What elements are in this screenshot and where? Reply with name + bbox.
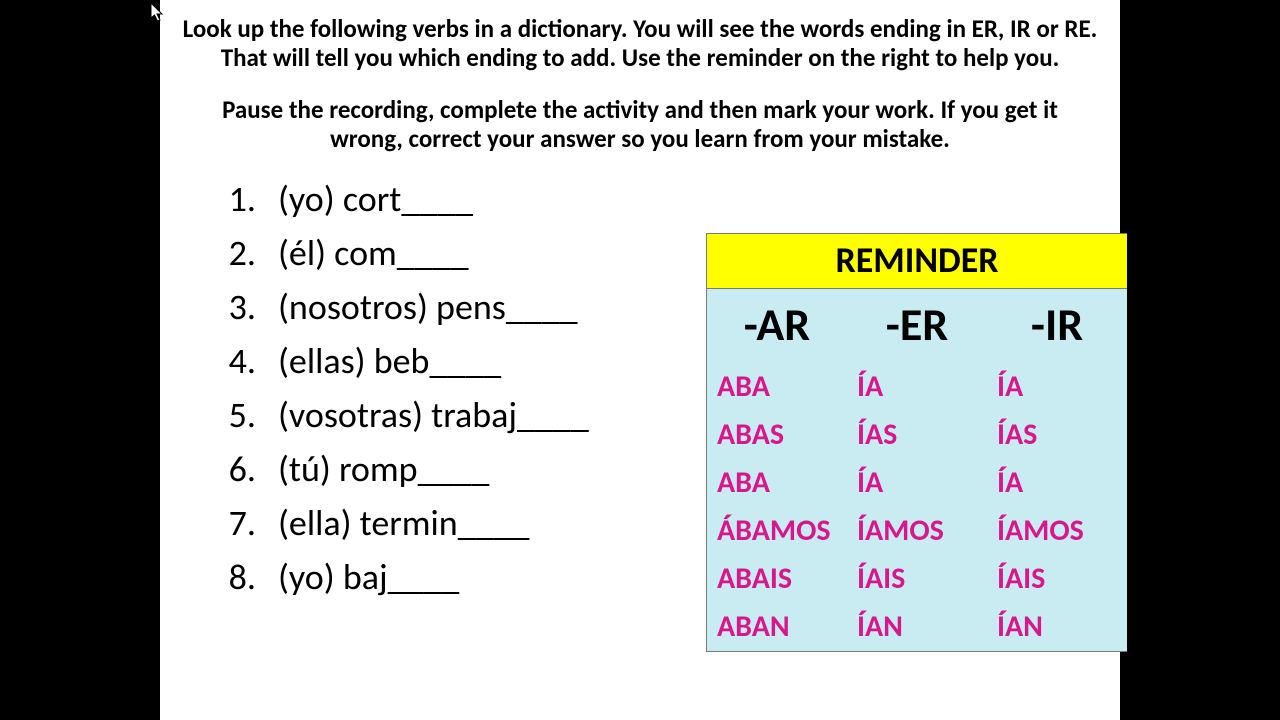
reminder-box: REMINDER -AR ABA ABAS ABA ÁBAMOS ABAIS A…: [706, 233, 1127, 652]
item-number: 4.: [216, 334, 256, 388]
item-text: (nosotros) pens____: [278, 285, 578, 329]
col-head: -AR: [707, 289, 847, 363]
list-item: 5. (vosotras) trabaj____: [216, 388, 589, 442]
item-number: 6.: [216, 442, 256, 496]
item-number: 7.: [216, 496, 256, 550]
ending-cell: ÍAN: [987, 603, 1127, 651]
reminder-col-ir: -IR ÍA ÍAS ÍA ÍAMOS ÍAIS ÍAN: [987, 289, 1127, 651]
item-text: (yo) baj____: [278, 555, 459, 599]
ending-cell: ÍA: [987, 363, 1127, 411]
item-number: 3.: [216, 280, 256, 334]
ending-cell: ÍAS: [987, 411, 1127, 459]
slide: Look up the following verbs in a diction…: [160, 0, 1120, 720]
list-item: 8. (yo) baj____: [216, 550, 589, 604]
item-text: (ella) termin____: [278, 501, 529, 545]
list-item: 2. (él) com____: [216, 226, 589, 280]
ending-cell: ÍAIS: [987, 555, 1127, 603]
ending-cell: ÍA: [847, 459, 987, 507]
ending-cell: ABA: [707, 363, 847, 411]
ending-cell: ABA: [707, 459, 847, 507]
instruction-2: Pause the recording, complete the activi…: [160, 96, 1120, 154]
list-item: 6. (tú) romp____: [216, 442, 589, 496]
col-head: -ER: [847, 289, 987, 363]
ending-cell: ABAIS: [707, 555, 847, 603]
reminder-col-ar: -AR ABA ABAS ABA ÁBAMOS ABAIS ABAN: [707, 289, 847, 651]
ending-cell: ÁBAMOS: [707, 507, 847, 555]
reminder-title: REMINDER: [707, 234, 1127, 289]
list-item: 3. (nosotros) pens____: [216, 280, 589, 334]
ending-cell: ÍAMOS: [847, 507, 987, 555]
item-number: 5.: [216, 388, 256, 442]
exercise-list: 1. (yo) cort____ 2. (él) com____ 3. (nosotr…: [216, 172, 589, 604]
ending-cell: ÍAN: [847, 603, 987, 651]
ending-cell: ÍAS: [847, 411, 987, 459]
ending-cell: ÍA: [987, 459, 1127, 507]
list-item: 1. (yo) cort____: [216, 172, 589, 226]
col-head: -IR: [987, 289, 1127, 363]
instruction-1: Look up the following verbs in a diction…: [160, 5, 1120, 73]
list-item: 4. (ellas) beb____: [216, 334, 589, 388]
item-text: (vosotras) trabaj____: [278, 393, 589, 437]
item-text: (él) com____: [278, 231, 469, 275]
item-number: 1.: [216, 172, 256, 226]
item-text: (yo) cort____: [278, 177, 473, 221]
reminder-columns: -AR ABA ABAS ABA ÁBAMOS ABAIS ABAN -ER Í…: [707, 289, 1127, 651]
ending-cell: ÍAMOS: [987, 507, 1127, 555]
item-number: 2.: [216, 226, 256, 280]
ending-cell: ABAN: [707, 603, 847, 651]
item-text: (tú) romp____: [278, 447, 489, 491]
list-item: 7. (ella) termin____: [216, 496, 589, 550]
ending-cell: ÍAIS: [847, 555, 987, 603]
ending-cell: ABAS: [707, 411, 847, 459]
item-number: 8.: [216, 550, 256, 604]
item-text: (ellas) beb____: [278, 339, 501, 383]
ending-cell: ÍA: [847, 363, 987, 411]
reminder-col-er: -ER ÍA ÍAS ÍA ÍAMOS ÍAIS ÍAN: [847, 289, 987, 651]
